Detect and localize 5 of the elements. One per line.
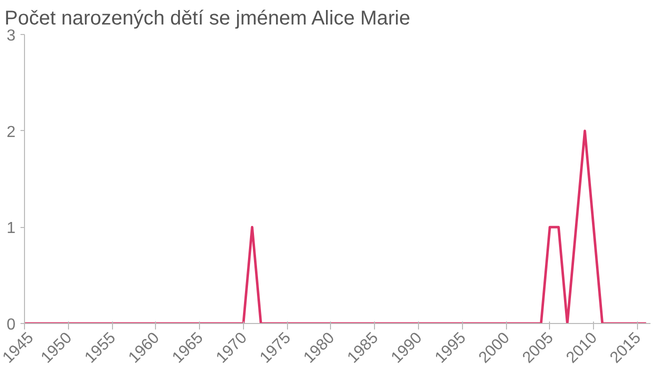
y-tick-label: 3: [6, 28, 16, 44]
y-tick-label: 1: [6, 220, 16, 238]
chart-title: Počet narozených dětí se jménem Alice Marie: [4, 8, 410, 30]
y-tick-label: 0: [6, 316, 16, 334]
y-tick-label: 2: [6, 124, 16, 141]
